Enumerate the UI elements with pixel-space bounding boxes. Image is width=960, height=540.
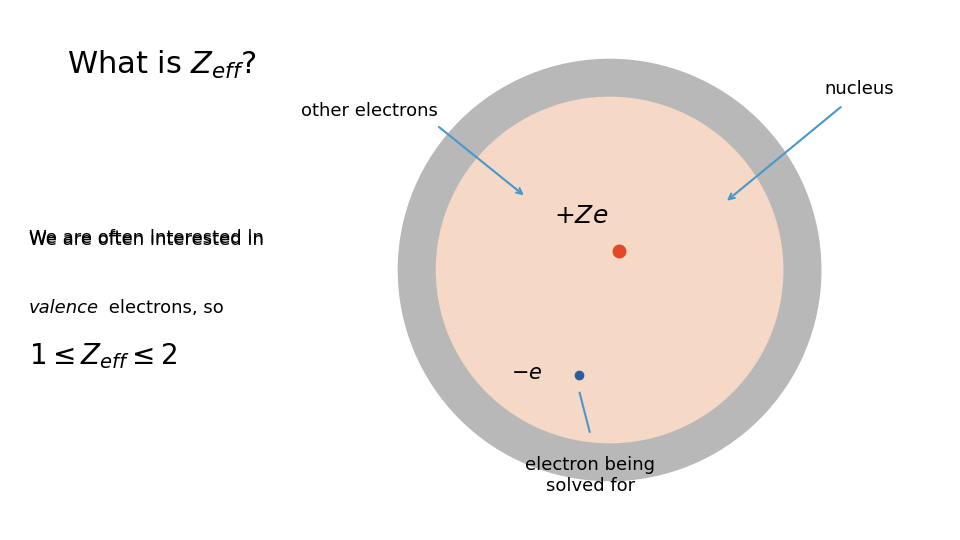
Text: What is $Z_{eff}$?: What is $Z_{eff}$? (67, 49, 257, 81)
Text: We are often interested in: We are often interested in (29, 231, 264, 270)
Text: valence: valence (29, 299, 99, 317)
Ellipse shape (398, 59, 821, 481)
Text: $+Ze$: $+Ze$ (554, 204, 608, 228)
Text: We are often interested in: We are often interested in (29, 228, 264, 247)
Text: electrons, so: electrons, so (103, 299, 224, 317)
Text: electron being
solved for: electron being solved for (525, 456, 656, 495)
Text: $1 \leq Z_{eff} \leq 2$: $1 \leq Z_{eff} \leq 2$ (29, 341, 177, 372)
Text: other electrons: other electrons (301, 102, 438, 120)
Text: $-e$: $-e$ (511, 362, 542, 383)
Ellipse shape (437, 97, 782, 443)
Text: nucleus: nucleus (825, 80, 894, 98)
